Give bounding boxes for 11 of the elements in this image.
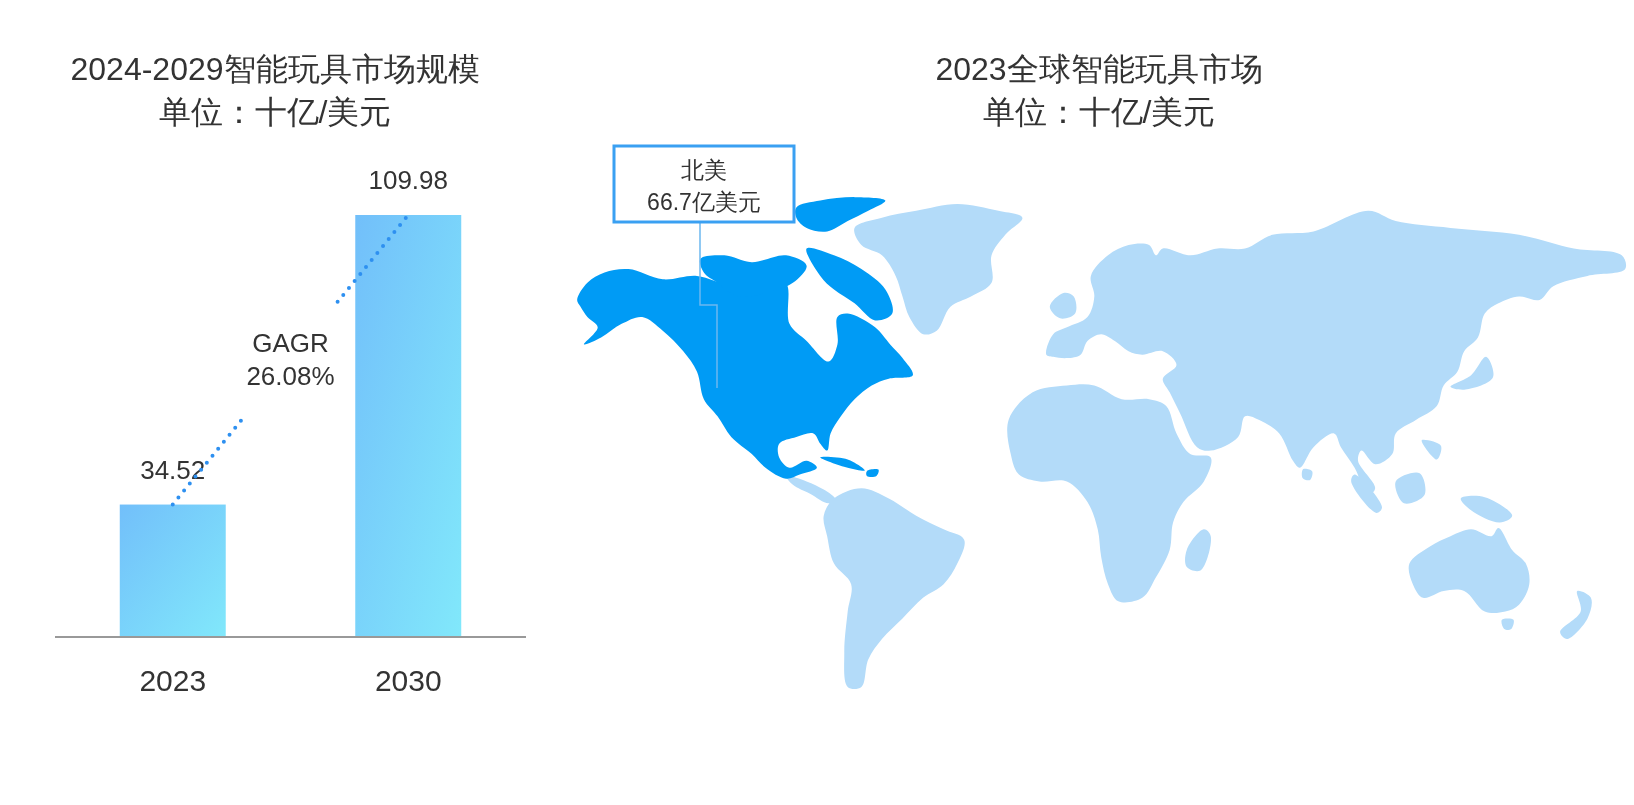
chart-subtitle: 单位：十亿/美元 [158, 94, 392, 130]
data-label: 34.52 [140, 454, 206, 485]
x-tick-label: 2030 [374, 664, 442, 697]
data-label: 66.7亿美元 [647, 189, 761, 215]
annotation: GAGR 26.08% [246, 328, 335, 392]
text: 2023全球智能玩具市场 [935, 51, 1263, 87]
data-label: 109.98 [368, 165, 449, 195]
chart-title: 2024-2029智能玩具市场规模 [70, 51, 480, 87]
category-label: 北美 [681, 157, 727, 183]
x-tick-label: 2023 [139, 664, 207, 697]
text: 单位：十亿/美元 [982, 94, 1216, 130]
